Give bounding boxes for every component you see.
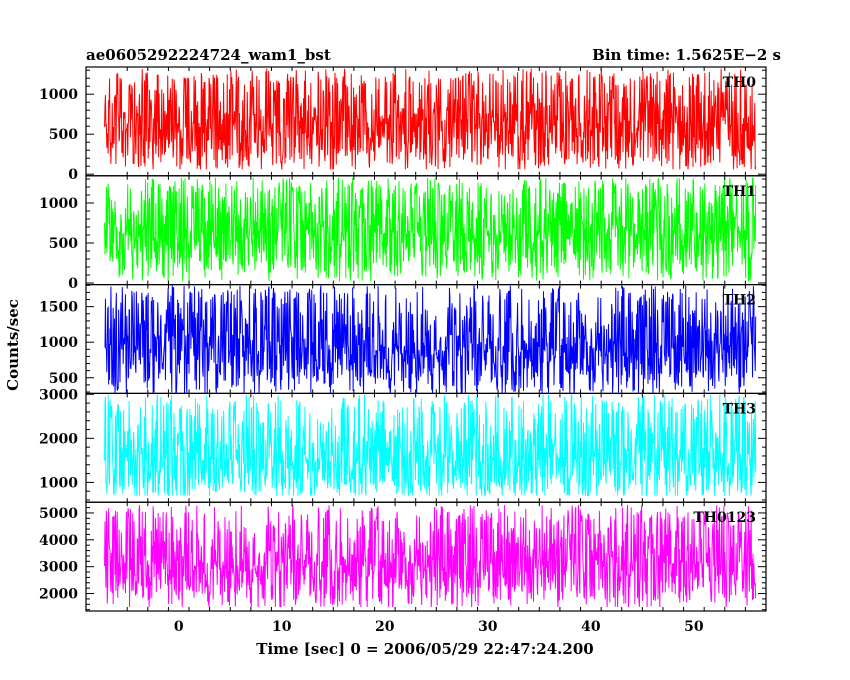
x-tick-label: 40	[581, 619, 601, 635]
y-axis-label: Counts/sec	[4, 299, 22, 391]
panel-label: TH1	[723, 184, 756, 200]
series-line-th3	[104, 393, 757, 498]
y-tick-label: 500	[49, 371, 78, 387]
y-tick-label: 1000	[39, 475, 78, 491]
y-tick-label: 2000	[39, 431, 78, 447]
y-tick-label: 0	[68, 276, 78, 292]
y-tick-label: 3000	[39, 387, 78, 403]
panel-label: TH2	[723, 293, 756, 309]
panel-th0: 0 500 1000 TH0	[39, 66, 767, 183]
y-tick-label: 500	[49, 127, 78, 143]
chart-title: ae0605292224724_wam1_bst	[86, 46, 331, 64]
y-tick-label: 4000	[39, 533, 78, 549]
panel-th2: 500 1000 1500 TH2	[39, 284, 767, 395]
panel-label: TH0123	[693, 510, 756, 526]
y-tick-label: 500	[49, 236, 78, 252]
x-axis-label: Time [sec] 0 = 2006/05/29 22:47:24.200	[256, 640, 593, 658]
x-tick-label: 50	[684, 619, 704, 635]
y-tick-label: 1500	[39, 300, 78, 316]
panel-th1: 0 500 1000 TH1	[39, 175, 767, 292]
x-tick-label: 30	[478, 619, 498, 635]
y-tick-label: 5000	[39, 506, 78, 522]
x-tick-label: 10	[272, 619, 292, 635]
x-tick-label: 0	[174, 619, 184, 635]
y-tick-label: 1000	[39, 87, 78, 103]
bin-time-label: Bin time: 1.5625E−2 s	[592, 46, 781, 64]
series-line-th2	[104, 285, 757, 394]
panel-label: TH0	[723, 75, 757, 91]
panel-label: TH3	[723, 401, 756, 417]
y-tick-label: 1000	[39, 196, 78, 212]
series-line-th0123	[104, 504, 757, 608]
panel-th3: 1000 2000 3000 TH3	[39, 387, 767, 503]
panel-frame	[85, 501, 767, 612]
panel-th0123: 2000 3000 4000 5000 TH0123	[39, 501, 767, 612]
y-tick-label: 2000	[39, 587, 78, 603]
series-line-th1	[104, 176, 757, 282]
x-tick-label: 20	[375, 619, 395, 635]
y-tick-label: 3000	[39, 560, 78, 576]
y-tick-label: 0	[68, 167, 78, 183]
y-tick-label: 1000	[39, 335, 78, 351]
series-line-th0	[104, 68, 757, 170]
